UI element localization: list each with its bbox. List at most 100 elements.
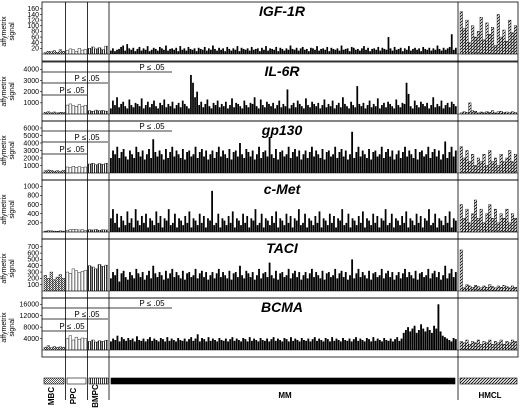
bar-mm: [203, 339, 206, 350]
bar-hmcl: [502, 29, 506, 55]
bar-mm: [262, 152, 265, 173]
bar-mm: [412, 158, 415, 173]
bar-mm: [192, 275, 195, 291]
bar-mm: [186, 273, 188, 291]
bar-mm: [224, 275, 227, 291]
bar-mm: [234, 49, 237, 54]
bar-mbc: [52, 170, 56, 174]
bar-mm: [381, 105, 383, 114]
bar-mm: [315, 106, 318, 114]
bar-hmcl: [491, 218, 495, 233]
bar-mm: [387, 37, 390, 54]
bar-mm: [274, 340, 277, 350]
group-bar-mbc: [43, 377, 65, 385]
bar-mm: [281, 272, 284, 291]
bar-mm: [252, 49, 255, 54]
bar-mm: [428, 209, 430, 232]
bar-mm: [185, 106, 188, 114]
bar-mm: [112, 48, 114, 54]
bar-mm: [245, 270, 248, 291]
bar-mm: [251, 272, 254, 291]
bar-mm: [168, 340, 171, 350]
bar-mm: [319, 158, 322, 173]
bar-mm: [452, 49, 455, 54]
bar-mm: [110, 218, 112, 232]
bar-mm: [425, 275, 428, 291]
bar-mm: [376, 216, 379, 232]
bar-mm: [143, 159, 146, 173]
bar-mm: [328, 51, 331, 54]
bar-mm: [431, 152, 434, 173]
bar-mm: [254, 48, 257, 54]
bar-mm: [318, 338, 321, 350]
bar-mm: [385, 152, 387, 173]
bar-mm: [438, 106, 441, 114]
bar-mm: [422, 328, 425, 350]
y-axis-label: affymetrixsignal: [1, 194, 16, 225]
bar-mm: [428, 108, 430, 114]
bar-mm: [444, 216, 447, 232]
bar-mm: [204, 103, 207, 114]
bar-ppc: [65, 50, 69, 55]
y-tick-label: 3000: [23, 78, 39, 85]
bar-hmcl: [485, 165, 489, 174]
bar-mm: [435, 277, 438, 291]
bar-ppc: [83, 105, 87, 115]
bar-hmcl: [491, 344, 495, 351]
bar-mm: [337, 340, 340, 350]
bar-mm: [147, 227, 149, 232]
bar-mm: [193, 48, 196, 54]
bar-mm: [167, 103, 170, 114]
bar-mm: [296, 100, 299, 114]
bar-mm: [433, 149, 436, 173]
bar-mm: [248, 337, 251, 350]
bar-mm: [296, 156, 299, 173]
bar-mm: [413, 325, 416, 350]
bar-mm: [418, 152, 421, 173]
bar-mbc: [52, 111, 56, 115]
bar-mm: [425, 154, 428, 173]
bar-mm: [214, 105, 217, 114]
bar-mm: [247, 107, 250, 114]
bar-hmcl: [511, 285, 515, 292]
bar-bmpc: [101, 110, 105, 115]
bar-hmcl: [476, 218, 480, 233]
bar-mm: [424, 48, 427, 54]
y-tick-label: 160: [27, 6, 39, 13]
bar-mm: [346, 48, 349, 54]
bar-mm: [141, 150, 144, 173]
bar-mm: [446, 102, 449, 114]
bar-mm: [124, 156, 127, 173]
bar-mm: [421, 150, 423, 173]
bar-mm: [352, 47, 355, 54]
bar-bmpc: [97, 110, 102, 115]
bar-mm: [444, 105, 447, 114]
bar-mm: [285, 48, 288, 54]
bar-mm: [306, 158, 309, 173]
bar-hmcl: [494, 341, 497, 351]
bar-mm: [179, 340, 182, 350]
bar-hmcl: [499, 213, 503, 233]
bar-mm: [188, 150, 191, 173]
bar-mm: [272, 158, 275, 173]
bar-mm: [351, 259, 354, 291]
bar-mm: [255, 275, 258, 291]
bar-mm: [160, 154, 163, 173]
bar-mm: [156, 156, 159, 173]
bar-mm: [404, 330, 407, 350]
bar-bmpc: [104, 229, 108, 233]
bar-mm: [276, 105, 279, 114]
bar-mm: [112, 338, 115, 350]
bar-mm: [349, 154, 351, 173]
bar-mm: [118, 341, 121, 350]
bar-mm: [178, 218, 180, 232]
bar-mm: [228, 270, 231, 291]
bar-mm: [413, 100, 416, 114]
bar-mm: [442, 225, 445, 232]
bar-hmcl: [505, 341, 509, 351]
bar-mm: [124, 50, 127, 54]
bar-mm: [448, 152, 451, 173]
bar-mm: [296, 340, 299, 350]
bar-mm: [203, 277, 205, 291]
bar-mm: [181, 270, 184, 291]
